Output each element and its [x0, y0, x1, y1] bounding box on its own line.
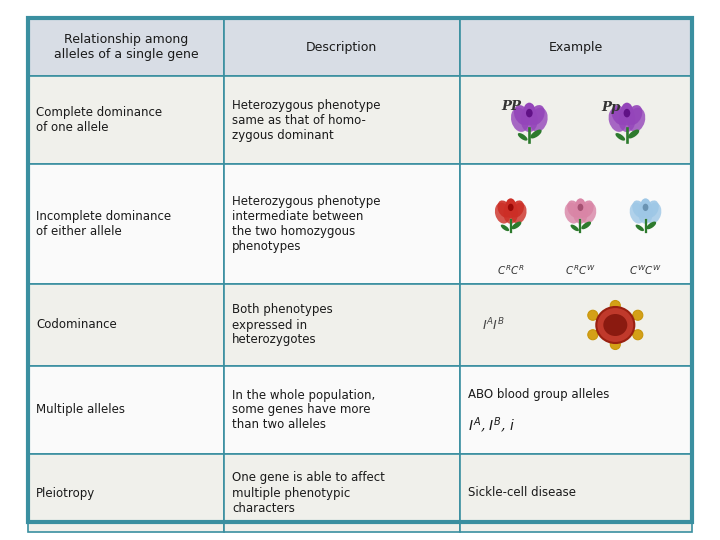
Text: Description: Description [306, 40, 377, 53]
Text: Multiple alleles: Multiple alleles [36, 403, 125, 416]
Text: Pp: Pp [601, 100, 620, 113]
Ellipse shape [523, 103, 535, 118]
Ellipse shape [518, 133, 528, 140]
Ellipse shape [647, 221, 656, 229]
Bar [28, 454, 224, 532]
Ellipse shape [603, 314, 627, 336]
Ellipse shape [596, 307, 634, 343]
Ellipse shape [628, 107, 645, 132]
Circle shape [633, 310, 643, 320]
Ellipse shape [530, 107, 548, 132]
Ellipse shape [581, 202, 596, 224]
Ellipse shape [580, 200, 594, 218]
Ellipse shape [575, 200, 587, 218]
Ellipse shape [638, 202, 653, 224]
Ellipse shape [495, 202, 510, 224]
Ellipse shape [641, 198, 650, 212]
Ellipse shape [643, 204, 649, 211]
Ellipse shape [618, 107, 636, 132]
Ellipse shape [506, 198, 516, 212]
Bar [28, 284, 224, 366]
Bar [224, 76, 459, 164]
Bar [28, 366, 224, 454]
Bar [459, 366, 692, 454]
Text: Sickle-cell disease: Sickle-cell disease [467, 487, 575, 500]
Text: Example: Example [549, 40, 603, 53]
Ellipse shape [646, 202, 662, 224]
Bar [28, 164, 224, 284]
Text: Both phenotypes
expressed in
heterozygotes: Both phenotypes expressed in heterozygot… [232, 303, 333, 347]
Ellipse shape [624, 109, 630, 117]
Bar [224, 454, 459, 532]
Ellipse shape [645, 200, 659, 218]
Bar [28, 18, 224, 76]
Ellipse shape [570, 225, 579, 231]
Polygon shape [593, 306, 638, 345]
Ellipse shape [564, 202, 580, 224]
Ellipse shape [577, 204, 583, 211]
Ellipse shape [628, 130, 639, 138]
Ellipse shape [514, 105, 529, 125]
Ellipse shape [511, 221, 521, 229]
Ellipse shape [573, 202, 588, 224]
Ellipse shape [581, 221, 591, 229]
Text: $I^AI^B$: $I^AI^B$ [482, 316, 505, 333]
Text: Incomplete dominance
of either allele: Incomplete dominance of either allele [36, 210, 171, 238]
Ellipse shape [498, 200, 511, 218]
Ellipse shape [616, 133, 625, 140]
Ellipse shape [575, 198, 585, 212]
Circle shape [633, 330, 643, 340]
Ellipse shape [505, 200, 517, 218]
Bar [28, 76, 224, 164]
Text: ABO blood group alleles: ABO blood group alleles [467, 388, 609, 401]
Ellipse shape [621, 103, 633, 118]
Bar [459, 284, 692, 366]
Text: Codominance: Codominance [36, 319, 117, 332]
Text: $C^WC^W$: $C^WC^W$ [629, 263, 662, 277]
Text: $C^RC^R$: $C^RC^R$ [497, 263, 525, 277]
Bar [459, 76, 692, 164]
Ellipse shape [511, 202, 526, 224]
Text: PP: PP [501, 100, 521, 113]
Ellipse shape [531, 130, 541, 138]
Ellipse shape [529, 105, 545, 125]
Bar [224, 366, 459, 454]
Bar [459, 18, 692, 76]
Text: Heterozygous phenotype
intermediate between
the two homozygous
phenotypes: Heterozygous phenotype intermediate betw… [232, 195, 380, 253]
Ellipse shape [522, 105, 536, 125]
Ellipse shape [511, 107, 528, 132]
Text: Complete dominance
of one allele: Complete dominance of one allele [36, 106, 162, 134]
Ellipse shape [510, 200, 524, 218]
Bar [224, 284, 459, 366]
Bar [224, 164, 459, 284]
Text: Pleiotropy: Pleiotropy [36, 487, 95, 500]
Text: Relationship among
alleles of a single gene: Relationship among alleles of a single g… [53, 33, 198, 61]
Text: $C^RC^W$: $C^RC^W$ [565, 263, 596, 277]
Ellipse shape [639, 200, 652, 218]
Ellipse shape [636, 225, 644, 231]
Ellipse shape [508, 204, 513, 211]
Ellipse shape [632, 200, 646, 218]
Ellipse shape [503, 202, 518, 224]
Text: In the whole population,
some genes have more
than two alleles: In the whole population, some genes have… [232, 388, 375, 431]
Ellipse shape [521, 107, 538, 132]
Bar [459, 164, 692, 284]
Circle shape [611, 300, 621, 310]
Circle shape [588, 310, 598, 320]
Ellipse shape [620, 105, 634, 125]
Ellipse shape [501, 225, 509, 231]
Circle shape [588, 330, 598, 340]
Circle shape [611, 340, 621, 349]
Text: Heterozygous phenotype
same as that of homo-
zygous dominant: Heterozygous phenotype same as that of h… [232, 98, 380, 141]
Text: $I^A$, $I^B$, $i$: $I^A$, $I^B$, $i$ [467, 416, 516, 436]
Bar [224, 18, 459, 76]
Ellipse shape [626, 105, 642, 125]
Ellipse shape [630, 202, 645, 224]
Bar [459, 454, 692, 532]
Ellipse shape [526, 109, 533, 117]
Ellipse shape [611, 105, 627, 125]
Text: One gene is able to affect
multiple phenotypic
characters: One gene is able to affect multiple phen… [232, 471, 384, 515]
Ellipse shape [567, 200, 580, 218]
Ellipse shape [608, 107, 626, 132]
